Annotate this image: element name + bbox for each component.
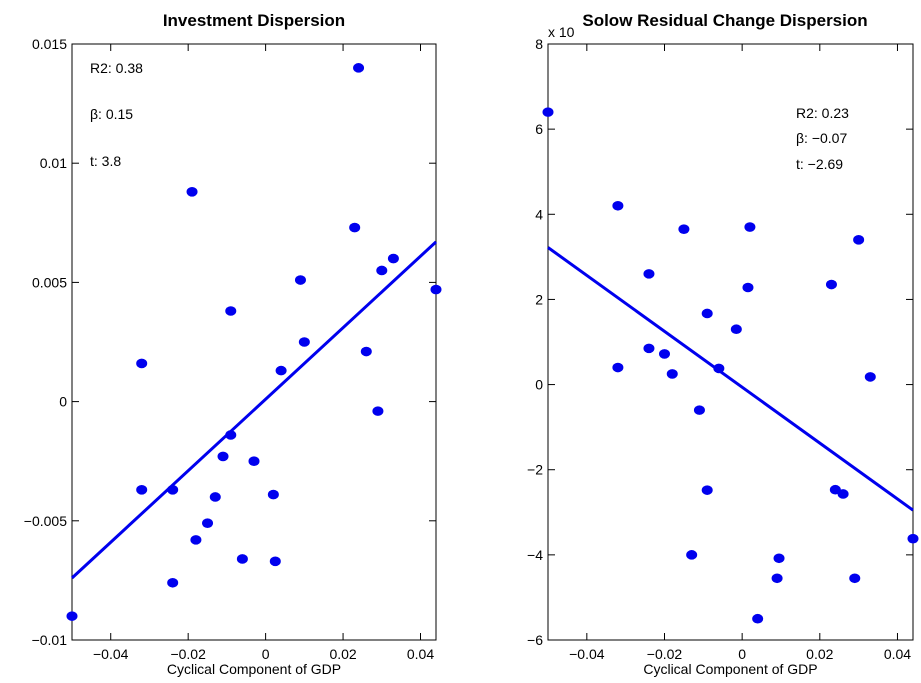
- data-point: [864, 372, 876, 382]
- y-tick-label: 0: [59, 394, 67, 410]
- data-point: [353, 63, 365, 73]
- data-point: [542, 107, 554, 117]
- x-tick-label: 0.02: [329, 646, 356, 662]
- data-point: [752, 613, 764, 624]
- data-point: [686, 550, 698, 560]
- x-axis-label: Cyclical Component of GDP: [643, 661, 817, 677]
- axes-frame: [71, 43, 437, 641]
- data-point: [225, 430, 237, 440]
- data-point: [298, 337, 310, 347]
- y-tick-label: 2: [535, 291, 543, 307]
- y-tick-label: 0.005: [32, 274, 67, 290]
- stat-annotation: β: −0.07: [796, 130, 847, 146]
- x-tick-label: −0.04: [93, 646, 129, 662]
- x-tick-label: −0.04: [569, 646, 605, 662]
- data-point: [837, 489, 849, 499]
- data-point: [771, 573, 783, 584]
- data-point: [136, 358, 148, 369]
- data-point: [167, 485, 179, 495]
- data-point: [849, 573, 861, 584]
- chart-title: Solow Residual Change Dispersion: [582, 11, 867, 30]
- data-point: [360, 346, 372, 357]
- x-tick-label: −0.02: [170, 646, 206, 662]
- data-point: [66, 611, 78, 621]
- x-tick-label: 0: [262, 646, 270, 662]
- data-point: [701, 308, 713, 319]
- data-point: [167, 577, 179, 588]
- data-point: [693, 405, 705, 415]
- data-point: [643, 343, 655, 354]
- data-point: [701, 485, 713, 495]
- data-point: [430, 284, 442, 295]
- regression-line: [547, 246, 914, 512]
- stat-annotation: t: −2.69: [796, 156, 843, 172]
- data-point: [376, 265, 388, 276]
- x-tick-label: 0.04: [407, 646, 434, 662]
- y-tick-label: −2: [527, 462, 543, 478]
- data-point: [853, 235, 865, 245]
- axes-frame: [547, 43, 914, 641]
- data-point: [907, 533, 919, 544]
- y-tick-label: 0.015: [32, 36, 67, 52]
- data-point: [666, 369, 678, 379]
- x-tick-label: 0.04: [884, 646, 911, 662]
- solow-residual-panel: −0.04 −0.02 0 0.02 0.04 −6 −4 −2 0 2 4 6 8 x 10 Solow …: [527, 11, 919, 677]
- data-point: [372, 406, 384, 416]
- data-point: [217, 451, 229, 462]
- data-point: [387, 253, 399, 264]
- regression-line: [70, 240, 438, 580]
- investment-dispersion-panel: −0.04 −0.02 0 0.02 0.04 −0.01 −0.005 0 0.005 0.01…: [24, 11, 442, 677]
- data-point: [612, 362, 624, 373]
- data-point: [730, 324, 742, 335]
- data-point: [658, 349, 670, 359]
- chart-title: Investment Dispersion: [163, 11, 345, 30]
- data-point: [773, 553, 785, 564]
- data-point: [190, 535, 202, 545]
- x-axis-label: Cyclical Component of GDP: [167, 661, 341, 677]
- data-point: [742, 282, 754, 293]
- data-point: [744, 222, 756, 232]
- x-tick-label: −0.02: [647, 646, 683, 662]
- y-tick-label: 4: [535, 206, 543, 222]
- stat-annotation: t: 3.8: [90, 153, 121, 169]
- axis-exponent-label: x 10: [548, 24, 575, 40]
- stat-annotation: R2: 0.23: [796, 105, 849, 121]
- y-tick-label: 8: [535, 36, 543, 52]
- data-point: [225, 306, 237, 316]
- data-point: [678, 224, 690, 234]
- stat-annotation: R2: 0.38: [90, 60, 143, 76]
- y-tick-label: −4: [527, 547, 543, 563]
- data-point: [267, 489, 279, 500]
- data-point: [186, 187, 198, 197]
- data-point: [236, 554, 248, 564]
- data-point: [643, 269, 655, 279]
- data-point: [349, 222, 361, 233]
- data-point: [275, 365, 287, 376]
- data-point: [269, 556, 281, 567]
- y-tick-label: 0: [535, 377, 543, 393]
- data-point: [202, 518, 214, 528]
- data-point: [825, 279, 837, 290]
- data-point: [248, 456, 260, 467]
- data-point: [612, 200, 624, 211]
- x-tick-label: 0.02: [806, 646, 833, 662]
- y-tick-label: −6: [527, 632, 543, 648]
- stat-annotation: β: 0.15: [90, 106, 133, 122]
- x-tick-label: 0: [738, 646, 746, 662]
- data-point: [713, 363, 725, 374]
- data-point: [209, 492, 221, 502]
- y-tick-label: −0.01: [32, 632, 68, 648]
- y-tick-label: −0.005: [24, 513, 67, 529]
- y-tick-label: 6: [535, 121, 543, 137]
- data-point: [294, 275, 306, 285]
- y-tick-label: 0.01: [40, 155, 67, 171]
- data-point: [136, 485, 148, 495]
